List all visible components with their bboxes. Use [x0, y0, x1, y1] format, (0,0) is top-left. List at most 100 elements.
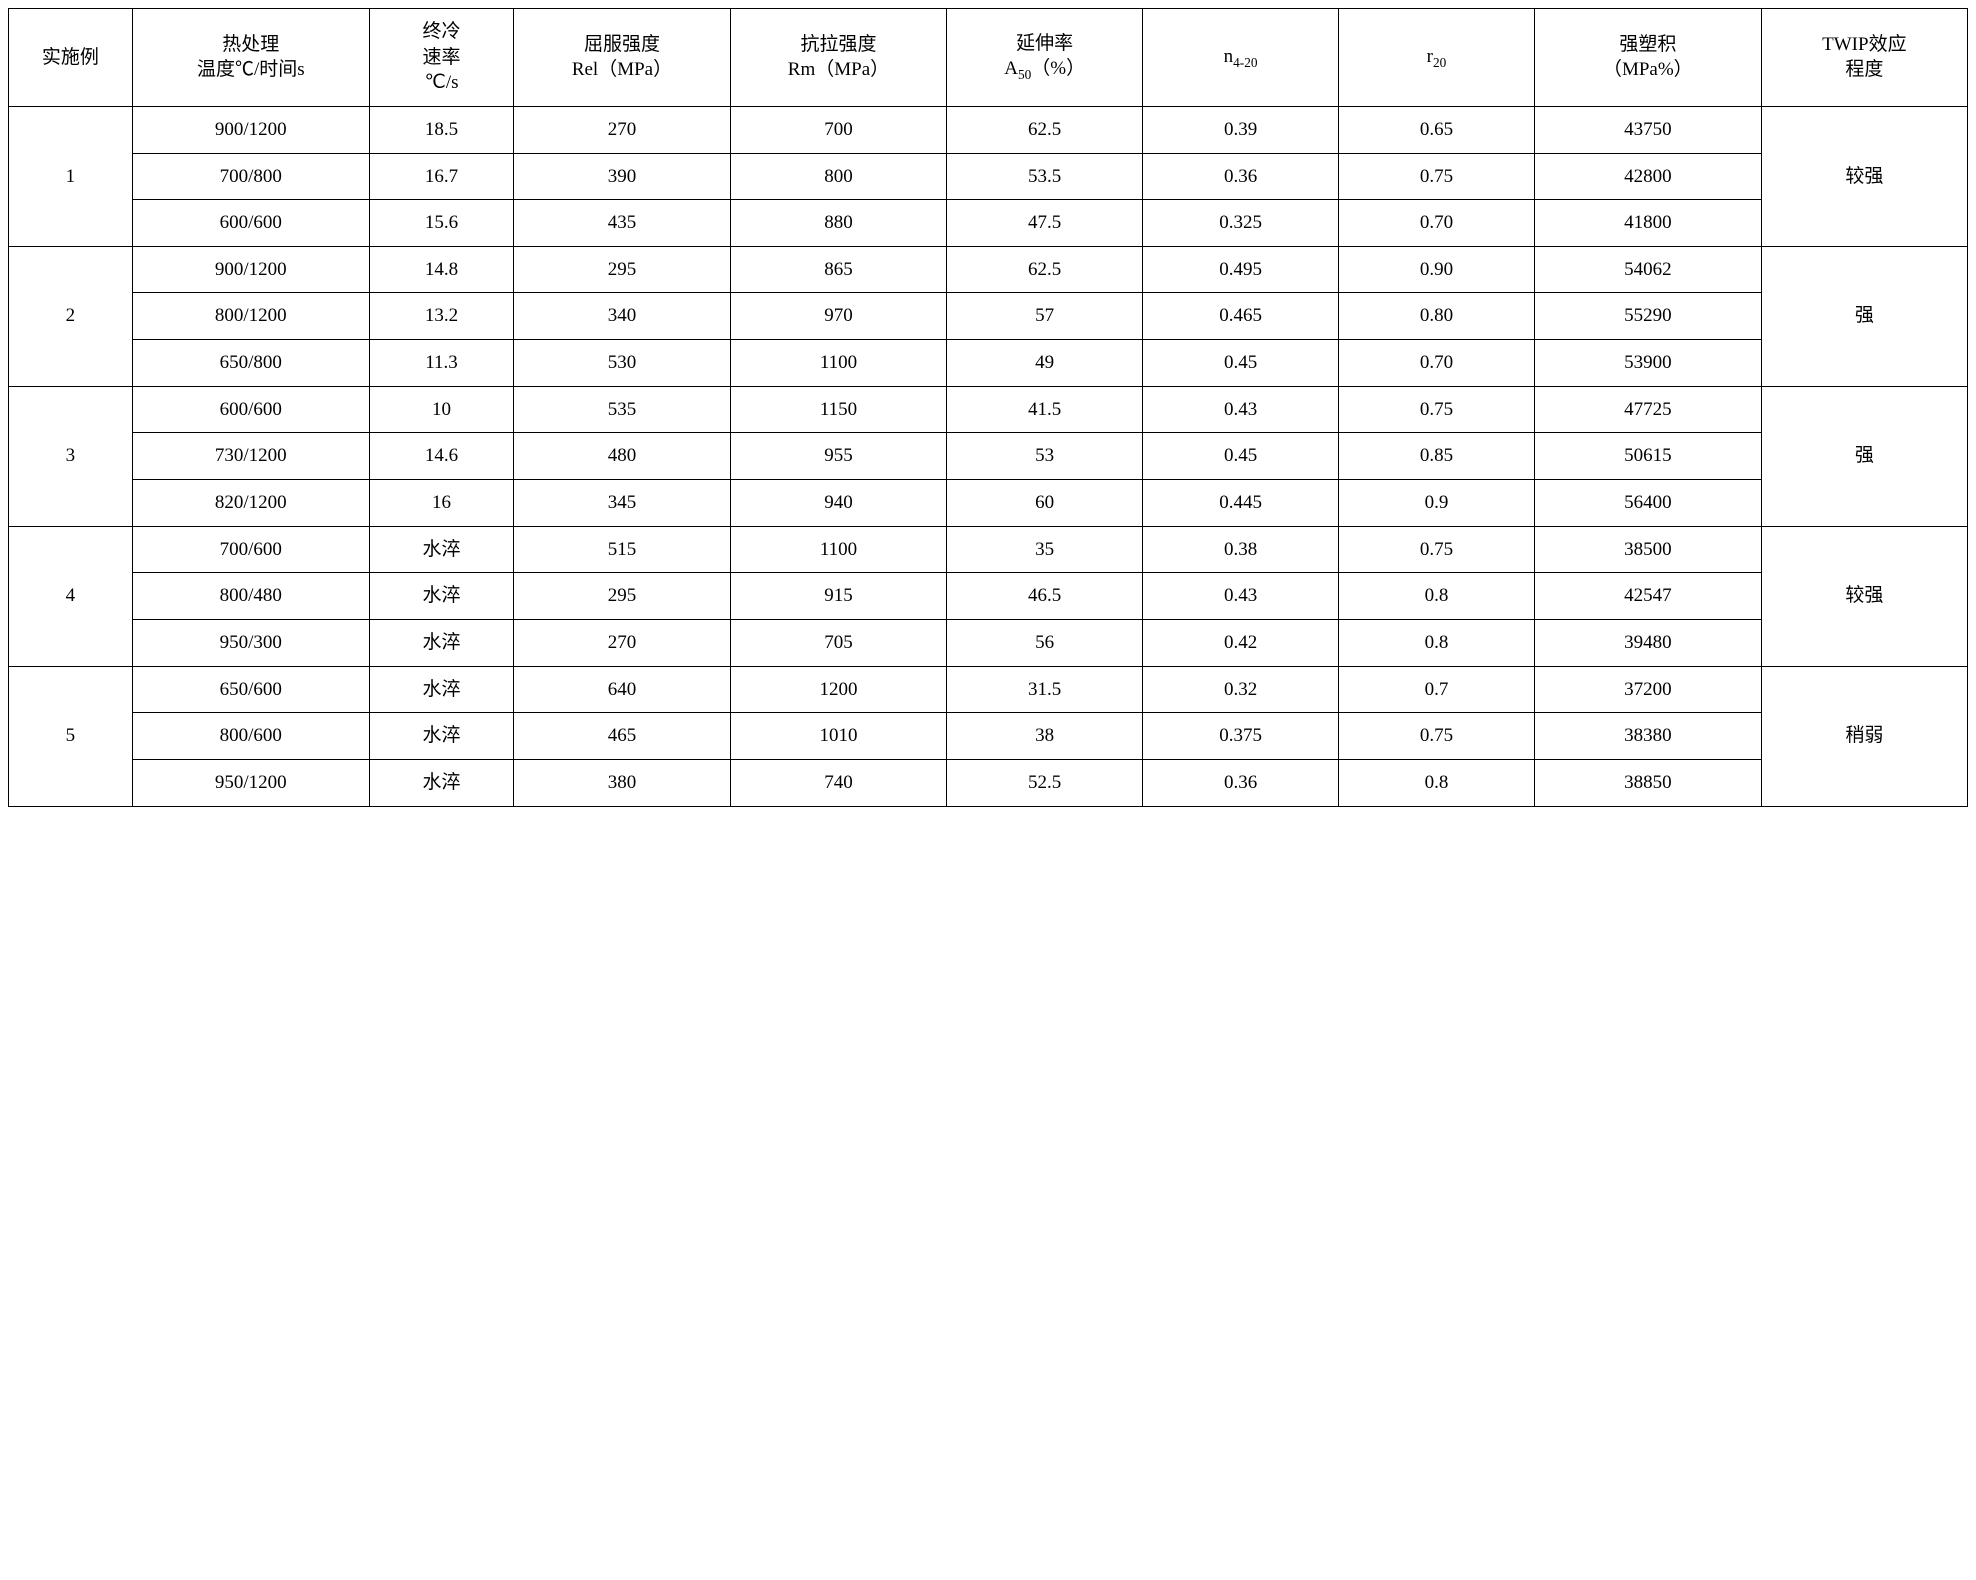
cell-n420: 0.38	[1143, 526, 1339, 573]
table-row: 5650/600水淬640120031.50.320.737200稍弱	[9, 666, 1968, 713]
cell-a50: 60	[947, 480, 1143, 527]
cell-a50: 52.5	[947, 759, 1143, 806]
cell-a50: 53.5	[947, 153, 1143, 200]
cell-r20: 0.75	[1339, 526, 1535, 573]
cell-cool: 水淬	[369, 526, 513, 573]
cell-rm: 700	[730, 106, 947, 153]
cell-heat: 700/600	[132, 526, 369, 573]
example-cell: 5	[9, 666, 133, 806]
cell-rm: 970	[730, 293, 947, 340]
table-row: 2900/120014.829586562.50.4950.9054062强	[9, 246, 1968, 293]
cell-a50: 31.5	[947, 666, 1143, 713]
table-row: 600/60015.643588047.50.3250.7041800	[9, 200, 1968, 247]
table-header-row: 实施例热处理温度℃/时间s终冷速率℃/s屈服强度Rel（MPa）抗拉强度Rm（M…	[9, 9, 1968, 107]
cell-n420: 0.45	[1143, 340, 1339, 387]
cell-n420: 0.42	[1143, 619, 1339, 666]
cell-rm: 1100	[730, 526, 947, 573]
example-cell: 1	[9, 106, 133, 246]
cell-n420: 0.45	[1143, 433, 1339, 480]
cell-rm: 865	[730, 246, 947, 293]
cell-qsj: 42547	[1534, 573, 1761, 620]
cell-rel: 390	[514, 153, 731, 200]
cell-a50: 35	[947, 526, 1143, 573]
cell-rel: 435	[514, 200, 731, 247]
table-row: 800/480水淬29591546.50.430.842547	[9, 573, 1968, 620]
table-row: 950/1200水淬38074052.50.360.838850	[9, 759, 1968, 806]
table-row: 730/120014.6480955530.450.8550615	[9, 433, 1968, 480]
cell-rel: 480	[514, 433, 731, 480]
table-row: 800/600水淬4651010380.3750.7538380	[9, 713, 1968, 760]
cell-heat: 600/600	[132, 386, 369, 433]
col-header-heat: 热处理温度℃/时间s	[132, 9, 369, 107]
cell-n420: 0.32	[1143, 666, 1339, 713]
example-cell: 2	[9, 246, 133, 386]
cell-n420: 0.465	[1143, 293, 1339, 340]
cell-rel: 515	[514, 526, 731, 573]
cell-a50: 57	[947, 293, 1143, 340]
cell-qsj: 53900	[1534, 340, 1761, 387]
cell-cool: 水淬	[369, 759, 513, 806]
cell-heat: 820/1200	[132, 480, 369, 527]
cell-r20: 0.8	[1339, 573, 1535, 620]
cell-r20: 0.75	[1339, 153, 1535, 200]
cell-qsj: 50615	[1534, 433, 1761, 480]
cell-cool: 18.5	[369, 106, 513, 153]
cell-cool: 14.6	[369, 433, 513, 480]
cell-r20: 0.85	[1339, 433, 1535, 480]
cell-n420: 0.495	[1143, 246, 1339, 293]
table-row: 4700/600水淬5151100350.380.7538500较强	[9, 526, 1968, 573]
cell-r20: 0.9	[1339, 480, 1535, 527]
cell-rm: 955	[730, 433, 947, 480]
cell-heat: 950/300	[132, 619, 369, 666]
cell-rel: 535	[514, 386, 731, 433]
properties-table: 实施例热处理温度℃/时间s终冷速率℃/s屈服强度Rel（MPa）抗拉强度Rm（M…	[8, 8, 1968, 807]
cell-cool: 14.8	[369, 246, 513, 293]
cell-heat: 800/1200	[132, 293, 369, 340]
cell-n420: 0.43	[1143, 573, 1339, 620]
table-row: 700/80016.739080053.50.360.7542800	[9, 153, 1968, 200]
cell-rm: 1010	[730, 713, 947, 760]
cell-rel: 640	[514, 666, 731, 713]
cell-rm: 880	[730, 200, 947, 247]
table-row: 950/300水淬270705560.420.839480	[9, 619, 1968, 666]
cell-rm: 940	[730, 480, 947, 527]
cell-qsj: 42800	[1534, 153, 1761, 200]
cell-r20: 0.90	[1339, 246, 1535, 293]
col-header-twip: TWIP效应程度	[1761, 9, 1967, 107]
cell-cool: 13.2	[369, 293, 513, 340]
cell-qsj: 43750	[1534, 106, 1761, 153]
cell-cool: 水淬	[369, 619, 513, 666]
cell-n420: 0.375	[1143, 713, 1339, 760]
cell-rel: 530	[514, 340, 731, 387]
cell-r20: 0.8	[1339, 759, 1535, 806]
cell-rm: 1150	[730, 386, 947, 433]
cell-heat: 700/800	[132, 153, 369, 200]
cell-rm: 800	[730, 153, 947, 200]
table-row: 1900/120018.527070062.50.390.6543750较强	[9, 106, 1968, 153]
cell-cool: 水淬	[369, 713, 513, 760]
cell-n420: 0.445	[1143, 480, 1339, 527]
cell-a50: 62.5	[947, 106, 1143, 153]
twip-cell: 较强	[1761, 106, 1967, 246]
col-header-rel: 屈服强度Rel（MPa）	[514, 9, 731, 107]
cell-rm: 1200	[730, 666, 947, 713]
twip-cell: 强	[1761, 246, 1967, 386]
col-header-n420: n4-20	[1143, 9, 1339, 107]
cell-cool: 15.6	[369, 200, 513, 247]
col-header-r20: r20	[1339, 9, 1535, 107]
cell-cool: 水淬	[369, 666, 513, 713]
cell-r20: 0.70	[1339, 200, 1535, 247]
col-header-example: 实施例	[9, 9, 133, 107]
cell-a50: 56	[947, 619, 1143, 666]
cell-n420: 0.36	[1143, 759, 1339, 806]
cell-qsj: 41800	[1534, 200, 1761, 247]
cell-a50: 41.5	[947, 386, 1143, 433]
cell-a50: 46.5	[947, 573, 1143, 620]
cell-qsj: 54062	[1534, 246, 1761, 293]
cell-heat: 900/1200	[132, 246, 369, 293]
cell-cool: 16	[369, 480, 513, 527]
cell-heat: 600/600	[132, 200, 369, 247]
cell-rel: 345	[514, 480, 731, 527]
cell-rm: 705	[730, 619, 947, 666]
twip-cell: 稍弱	[1761, 666, 1967, 806]
